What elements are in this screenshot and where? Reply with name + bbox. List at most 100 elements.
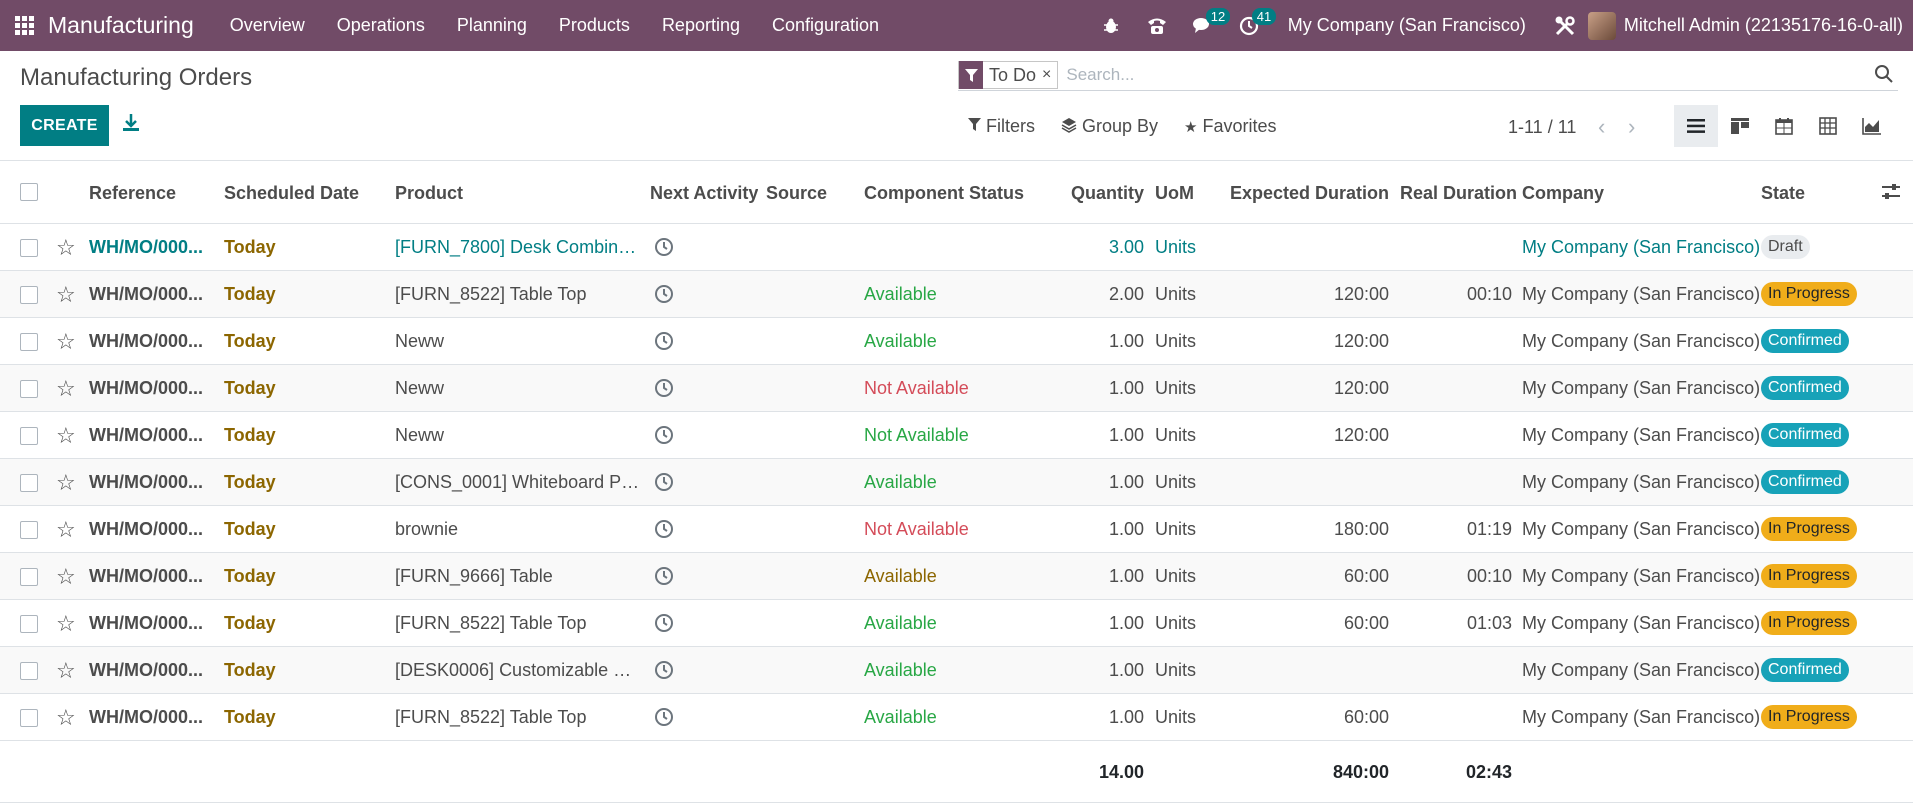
col-next-activity[interactable]: Next Activity (650, 183, 759, 203)
calendar-view-icon[interactable] (1762, 105, 1806, 147)
select-all-checkbox[interactable] (20, 183, 38, 201)
col-reference[interactable]: Reference (89, 183, 177, 203)
status-badge: In Progress (1761, 611, 1857, 635)
table-row[interactable]: ☆ WH/MO/000... Today [FURN_9666] Table Avail… (0, 553, 1913, 600)
priority-star-icon[interactable]: ☆ (56, 705, 76, 730)
priority-star-icon[interactable]: ☆ (56, 282, 76, 307)
bug-icon[interactable] (1088, 0, 1134, 51)
row-checkbox[interactable] (20, 380, 38, 398)
table-row[interactable]: ☆ WH/MO/000... Today Neww Available 1.00 Units… (0, 318, 1913, 365)
optional-columns-icon[interactable] (1881, 183, 1901, 201)
phone-icon[interactable] (1134, 0, 1180, 51)
group-by-button[interactable]: Group By (1061, 116, 1158, 137)
col-real-duration[interactable]: Real Duration (1400, 183, 1518, 203)
priority-star-icon[interactable]: ☆ (56, 517, 76, 542)
activity-clock-icon[interactable] (654, 331, 674, 351)
col-state[interactable]: State (1761, 183, 1806, 203)
create-button[interactable]: CREATE (20, 105, 109, 146)
search-input[interactable] (1066, 65, 1847, 85)
pager-previous-icon[interactable]: ‹ (1598, 114, 1606, 139)
facet-close-icon[interactable]: × (1042, 66, 1052, 83)
activity-clock-icon[interactable] (654, 566, 674, 586)
row-company: My Company (San Francisco) (1522, 284, 1761, 304)
activity-clock-icon[interactable] (654, 425, 674, 445)
clock-icon[interactable]: 41 (1226, 0, 1277, 51)
company-switcher[interactable]: My Company (San Francisco) (1287, 15, 1526, 35)
row-product: [FURN_7800] Desk Combinati... (395, 237, 640, 257)
user-avatar[interactable] (1587, 11, 1616, 40)
row-checkbox[interactable] (20, 662, 38, 680)
activity-clock-icon[interactable] (654, 707, 674, 727)
menu-overview[interactable]: Overview (229, 15, 305, 35)
table-row[interactable]: ☆ WH/MO/000... Today brownie Not Available 1.… (0, 506, 1913, 553)
row-checkbox[interactable] (20, 427, 38, 445)
table-row[interactable]: ☆ WH/MO/000... Today [FURN_7800] Desk Combi… (0, 224, 1913, 271)
activity-clock-icon[interactable] (654, 519, 674, 539)
col-quantity[interactable]: Quantity (1070, 183, 1144, 203)
table-row[interactable]: ☆ WH/MO/000... Today [FURN_8522] Table Top A… (0, 271, 1913, 318)
activity-clock-icon[interactable] (654, 613, 674, 633)
row-checkbox[interactable] (20, 568, 38, 586)
filters-button[interactable]: Filters (968, 116, 1035, 137)
apps-grid-icon[interactable] (0, 0, 48, 51)
priority-star-icon[interactable]: ☆ (56, 611, 76, 636)
row-uom: Units (1155, 284, 1197, 304)
download-icon[interactable] (122, 113, 142, 135)
col-uom[interactable]: UoM (1155, 183, 1194, 203)
menu-operations[interactable]: Operations (336, 15, 425, 35)
activity-clock-icon[interactable] (654, 660, 674, 680)
pivot-view-icon[interactable] (1806, 105, 1850, 147)
chat-icon[interactable]: 12 (1180, 0, 1231, 51)
table-row[interactable]: ☆ WH/MO/000... Today Neww Not Available 1.00 U… (0, 365, 1913, 412)
status-badge: Confirmed (1761, 658, 1849, 682)
table-row[interactable]: ☆ WH/MO/000... Today Neww Not Available 1.00 U… (0, 412, 1913, 459)
activity-clock-icon[interactable] (654, 378, 674, 398)
priority-star-icon[interactable]: ☆ (56, 564, 76, 589)
menu-configuration[interactable]: Configuration (771, 15, 880, 35)
row-checkbox[interactable] (20, 286, 38, 304)
activity-clock-icon[interactable] (654, 472, 674, 492)
kanban-view-icon[interactable] (1718, 105, 1762, 147)
row-checkbox[interactable] (20, 333, 38, 351)
row-checkbox[interactable] (20, 615, 38, 633)
col-company[interactable]: Company (1522, 183, 1605, 203)
menu-reporting[interactable]: Reporting (661, 15, 740, 35)
priority-star-icon[interactable]: ☆ (56, 470, 76, 495)
menu-planning[interactable]: Planning (456, 15, 527, 35)
col-expected-duration[interactable]: Expected Duration (1229, 183, 1389, 203)
user-menu[interactable]: Mitchell Admin (22135176-16-0-all) (1623, 15, 1903, 35)
priority-star-icon[interactable]: ☆ (56, 423, 76, 448)
priority-star-icon[interactable]: ☆ (56, 329, 76, 354)
page-title[interactable]: Manufacturing Orders (20, 64, 253, 91)
list-view-icon[interactable] (1674, 105, 1718, 147)
pager-value[interactable]: 1-11 / 11 (1508, 117, 1577, 137)
col-product[interactable]: Product (395, 183, 464, 203)
row-checkbox[interactable] (20, 709, 38, 727)
col-source[interactable]: Source (766, 183, 828, 203)
col-component-status[interactable]: Component Status (864, 183, 1024, 203)
col-scheduled-date[interactable]: Scheduled Date (224, 183, 360, 203)
row-checkbox[interactable] (20, 474, 38, 492)
priority-star-icon[interactable]: ☆ (56, 376, 76, 401)
priority-star-icon[interactable]: ☆ (56, 658, 76, 683)
pager-next-icon[interactable]: › (1628, 114, 1636, 139)
table-row[interactable]: ☆ WH/MO/000... Today [FURN_8522] Table Top A… (0, 694, 1913, 741)
row-uom: Units (1155, 331, 1197, 351)
priority-star-icon[interactable]: ☆ (56, 235, 76, 260)
table-row[interactable]: ☆ WH/MO/000... Today [CONS_0001] Whiteboard… (0, 459, 1913, 506)
activity-clock-icon[interactable] (654, 237, 674, 257)
graph-view-icon[interactable] (1850, 105, 1894, 147)
activity-clock-icon[interactable] (654, 284, 674, 304)
tools-icon[interactable] (1542, 0, 1588, 51)
row-checkbox[interactable] (20, 521, 38, 539)
app-name[interactable]: Manufacturing (48, 12, 194, 38)
row-checkbox[interactable] (20, 239, 38, 257)
total-expected-duration: 840:00 (1332, 762, 1389, 782)
search-icon[interactable] (1874, 64, 1894, 84)
row-product: [CONS_0001] Whiteboard Pen (395, 472, 640, 492)
favorites-button[interactable]: ★ Favorites (1184, 116, 1276, 137)
table-row[interactable]: ☆ WH/MO/000... Today [FURN_8522] Table Top A… (0, 600, 1913, 647)
search-facet[interactable]: To Do × (958, 61, 1059, 89)
menu-products[interactable]: Products (558, 15, 630, 35)
table-row[interactable]: ☆ WH/MO/000... Today [DESK0006] Customizabl… (0, 647, 1913, 694)
